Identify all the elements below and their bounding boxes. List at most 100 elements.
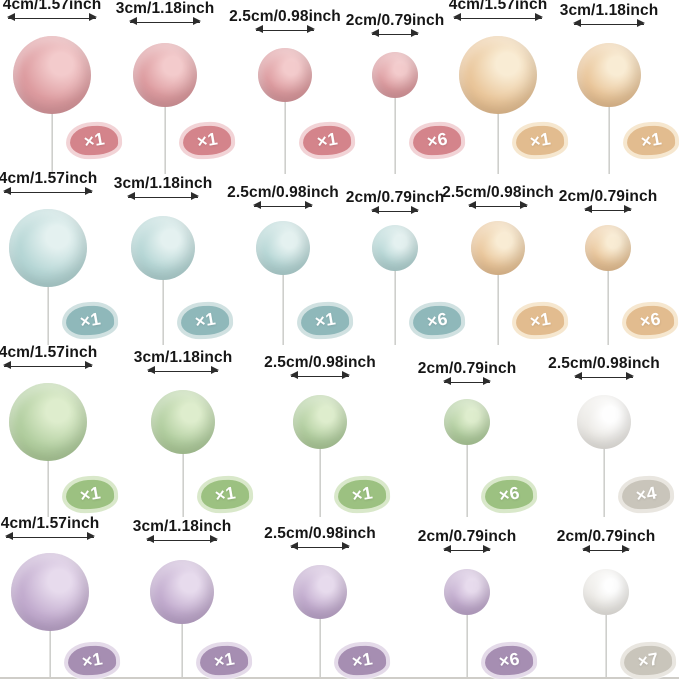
ball-stick [181, 447, 185, 517]
item-blue-3cm: 3cm/1.18inch ×1 [98, 170, 234, 345]
item-blue-2.5cm: 2.5cm/0.98inch ×1 [218, 170, 354, 345]
ball-gold-2cm [585, 225, 631, 271]
dimension-arrow-icon [468, 201, 528, 210]
arrowhead-left-icon [5, 532, 13, 541]
item-gold-3cm: 3cm/1.18inch ×1 [544, 0, 679, 174]
quantity-text: ×1 [192, 308, 217, 332]
quantity-badge: ×7 [619, 641, 677, 679]
ball-stick [496, 268, 500, 345]
item-pink-3cm: 3cm/1.18inch ×1 [100, 0, 236, 174]
size-label: 4cm/1.57inch [2, 0, 102, 13]
dimension-arrow-icon [453, 13, 543, 22]
arrowhead-left-icon [7, 13, 15, 22]
size-label: 2cm/0.79inch [558, 188, 658, 205]
size-label: 2.5cm/0.98inch [264, 354, 376, 371]
item-green-3cm: 3cm/1.18inch ×1 [118, 340, 254, 517]
arrowhead-right-icon [535, 13, 543, 22]
arrowhead-right-icon [411, 29, 419, 38]
quantity-badge: ×1 [333, 475, 391, 514]
item-purple-4cm: 4cm/1.57inch ×1 [0, 510, 121, 679]
ball-pink-2cm [372, 52, 418, 98]
arrowhead-right-icon [89, 13, 97, 22]
ball-pink-2.5cm [258, 48, 312, 102]
arrowhead-left-icon [443, 377, 451, 386]
dimension-arrow-icon [253, 201, 313, 210]
quantity-text: ×1 [211, 648, 236, 672]
quantity-text: ×1 [349, 482, 374, 506]
arrowhead-left-icon [290, 542, 298, 551]
dimension-arrow-icon [290, 542, 350, 551]
ball-stick [161, 273, 165, 345]
dimension-arrow-icon [7, 13, 97, 22]
ball-stick [393, 264, 397, 345]
ball-blue-2.5cm [256, 221, 310, 275]
size-label: 2cm/0.79inch [556, 528, 656, 545]
quantity-text: ×6 [496, 482, 521, 506]
ball-white-2.5cm [577, 395, 631, 449]
ball-stick [465, 438, 469, 517]
arrowhead-left-icon [371, 29, 379, 38]
arrowhead-left-icon [443, 545, 451, 554]
size-label: 2.5cm/0.98inch [442, 184, 554, 201]
size-label: 2cm/0.79inch [345, 12, 445, 29]
ball-green-3cm [151, 390, 215, 454]
dimension-arrow-icon [443, 545, 491, 554]
dimension-arrow-icon [582, 545, 630, 554]
item-purple-2cm: 2cm/0.79inch ×6 [402, 510, 538, 679]
item-white-2cm: 2cm/0.79inch ×7 [541, 510, 677, 679]
arrowhead-left-icon [146, 535, 154, 544]
dimension-arrow-icon [371, 206, 419, 215]
arrowhead-right-icon [305, 201, 313, 210]
ball-gold-2.5cm [471, 221, 525, 275]
ball-row-4: 4cm/1.57inch ×1 3cm/1.18inch ×1 2.5cm/0.98in… [0, 510, 679, 679]
arrowhead-left-icon [371, 206, 379, 215]
ball-blue-4cm [9, 209, 87, 287]
ball-stick [283, 95, 287, 174]
size-label: 4cm/1.57inch [0, 170, 98, 187]
arrowhead-right-icon [87, 532, 95, 541]
size-label: 3cm/1.18inch [113, 175, 213, 192]
dimension-arrow-icon [5, 532, 95, 541]
size-label: 3cm/1.18inch [115, 0, 215, 17]
dimension-arrow-icon [127, 192, 199, 201]
quantity-badge: ×1 [333, 641, 391, 679]
item-pink-4cm: 4cm/1.57inch ×1 [0, 0, 123, 174]
dimension-arrow-icon [255, 25, 315, 34]
size-label: 2cm/0.79inch [345, 189, 445, 206]
arrowhead-right-icon [483, 545, 491, 554]
arrowhead-right-icon [342, 542, 350, 551]
ball-pink-3cm [133, 43, 197, 107]
quantity-text: ×1 [349, 648, 374, 672]
quantity-badge: ×1 [622, 121, 679, 160]
ball-purple-2cm [444, 569, 490, 615]
item-white-2.5cm: 2.5cm/0.98inch ×4 [539, 340, 675, 517]
ball-stick [604, 608, 608, 677]
arrowhead-right-icon [624, 205, 632, 214]
ball-stick [496, 107, 500, 174]
quantity-badge: ×6 [621, 301, 679, 340]
arrowhead-left-icon [255, 25, 263, 34]
quantity-badge: ×1 [195, 641, 253, 679]
quantity-text: ×1 [77, 482, 102, 506]
ball-purple-2.5cm [293, 565, 347, 619]
quantity-badge: ×6 [480, 641, 538, 679]
ball-stick [50, 107, 54, 174]
quantity-text: ×6 [496, 648, 521, 672]
quantity-text: ×1 [194, 128, 219, 152]
arrowhead-right-icon [307, 25, 315, 34]
dimension-arrow-icon [146, 535, 218, 544]
ball-green-2cm [444, 399, 490, 445]
item-green-2cm: 2cm/0.79inch ×6 [402, 340, 538, 517]
ball-stick [318, 442, 322, 517]
quantity-text: ×7 [635, 648, 660, 672]
arrowhead-right-icon [210, 535, 218, 544]
ball-row-2: 4cm/1.57inch ×1 3cm/1.18inch ×1 2.5cm/0.98in… [0, 170, 679, 345]
dimension-arrow-icon [147, 366, 219, 375]
ball-gold-3cm [577, 43, 641, 107]
size-label: 4cm/1.57inch [448, 0, 548, 13]
item-blue-4cm: 4cm/1.57inch ×1 [0, 170, 119, 345]
arrowhead-left-icon [573, 19, 581, 28]
arrowhead-left-icon [574, 372, 582, 381]
size-label: 3cm/1.18inch [133, 349, 233, 366]
